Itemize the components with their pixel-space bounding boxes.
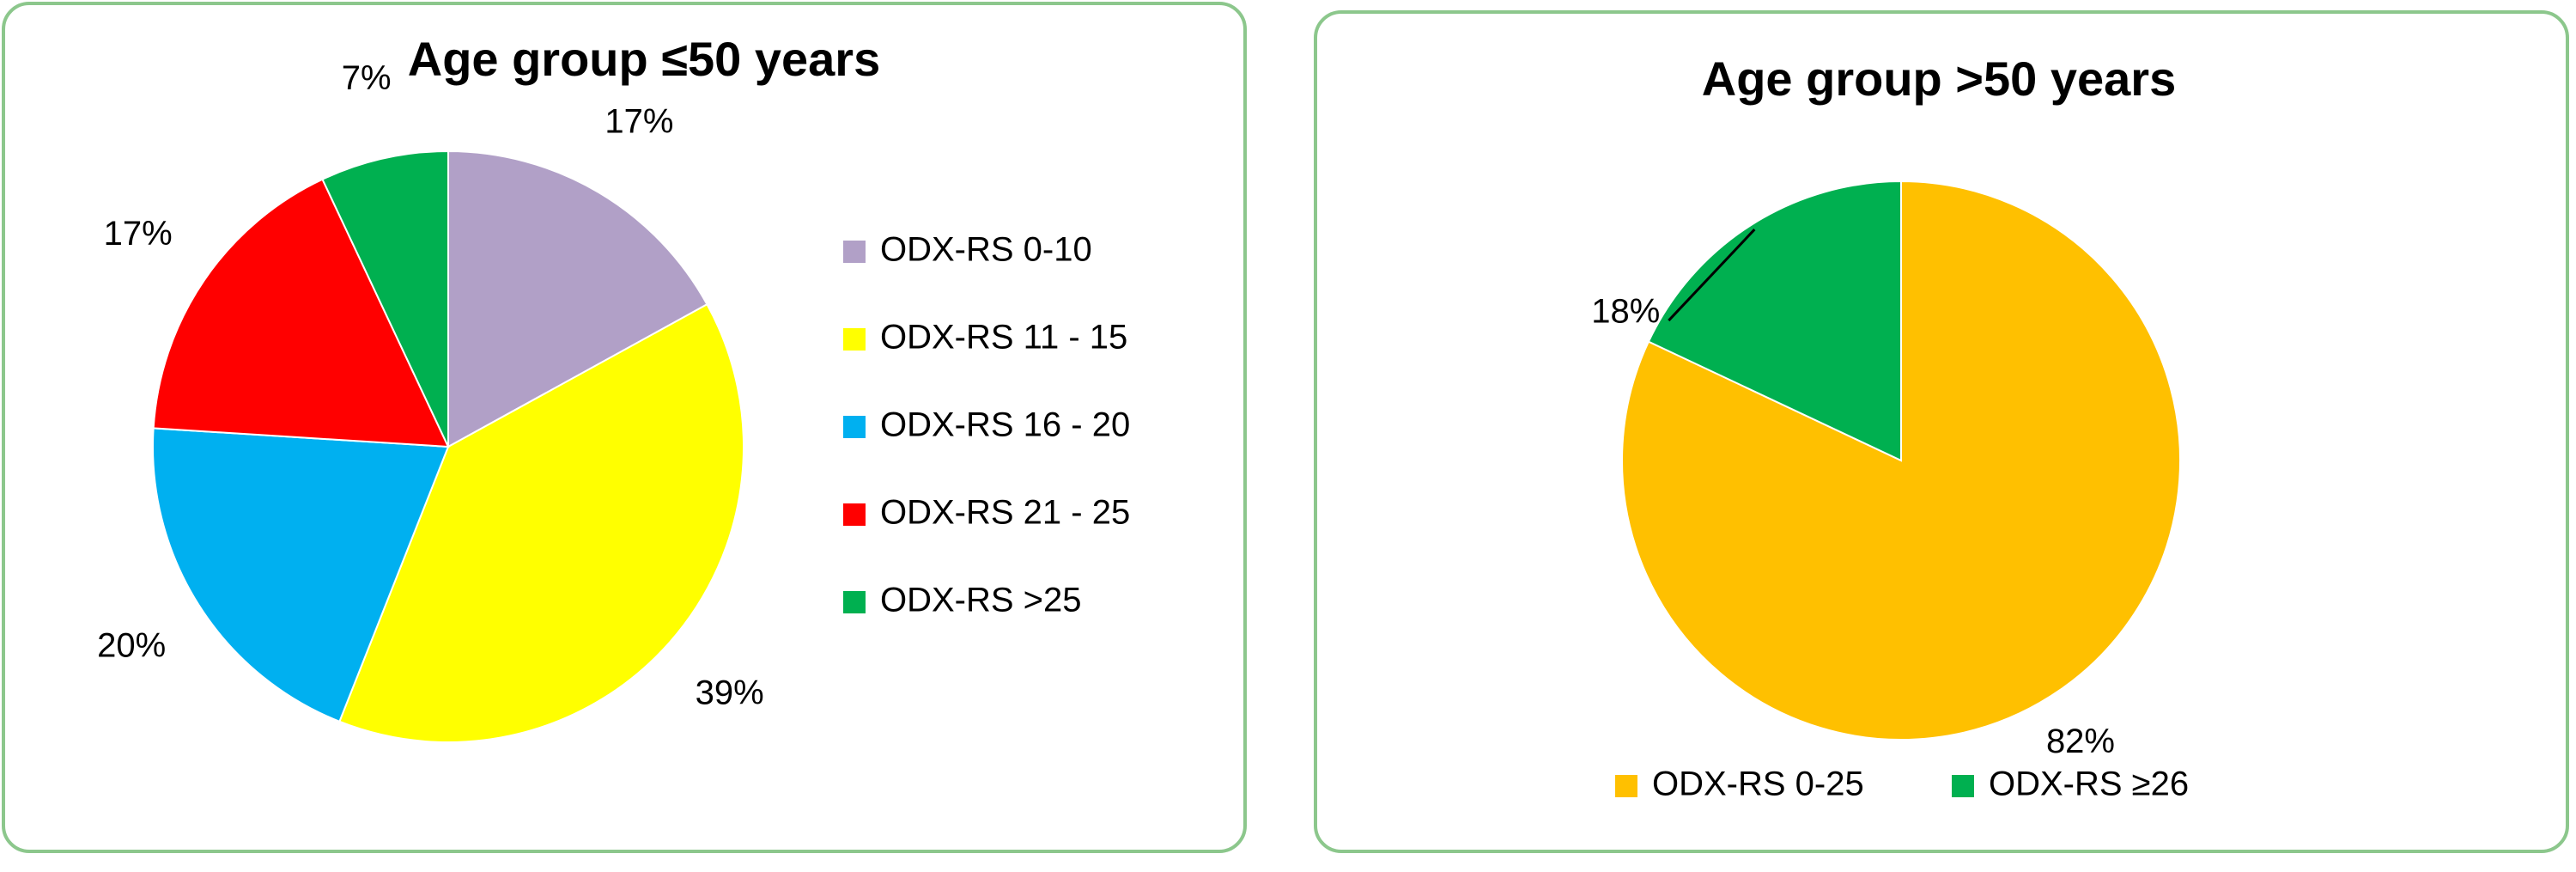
legend-label: ODX-RS 11 - 15 bbox=[880, 319, 1127, 357]
legend-swatch bbox=[843, 503, 866, 526]
pie-slice bbox=[152, 427, 450, 723]
data-label: 82% bbox=[2046, 723, 2115, 760]
data-label: 20% bbox=[97, 627, 166, 665]
pie-slice bbox=[152, 178, 450, 448]
pie-slice bbox=[338, 302, 744, 743]
legend-swatch bbox=[843, 591, 866, 613]
chart-title: Age group >50 years bbox=[1702, 52, 2176, 106]
pie-slice bbox=[321, 149, 449, 448]
chart-title: Age group ≤50 years bbox=[408, 32, 880, 86]
leader-line bbox=[1668, 229, 1756, 322]
legend-label: ODX-RS ≥26 bbox=[1989, 765, 2189, 803]
data-label: 39% bbox=[696, 674, 764, 711]
legend-label: ODX-RS 21 - 25 bbox=[880, 494, 1130, 532]
legend-label: ODX-RS 0-25 bbox=[1652, 765, 1864, 803]
data-label: 7% bbox=[342, 59, 392, 97]
legend-label: ODX-RS 16 - 20 bbox=[880, 406, 1130, 444]
legend-swatch bbox=[1615, 775, 1637, 797]
legend-swatch bbox=[843, 416, 866, 438]
data-label: 17% bbox=[104, 215, 173, 253]
pie-slice bbox=[1647, 180, 1902, 462]
legend-swatch bbox=[1952, 775, 1974, 797]
legend-swatch bbox=[843, 328, 866, 351]
legend-label: ODX-RS >25 bbox=[880, 582, 1082, 619]
pie-slice bbox=[447, 149, 708, 448]
data-label: 17% bbox=[605, 103, 673, 141]
legend-label: ODX-RS 0-10 bbox=[880, 231, 1092, 269]
legend-swatch bbox=[843, 241, 866, 263]
data-label: 18% bbox=[1591, 293, 1660, 331]
